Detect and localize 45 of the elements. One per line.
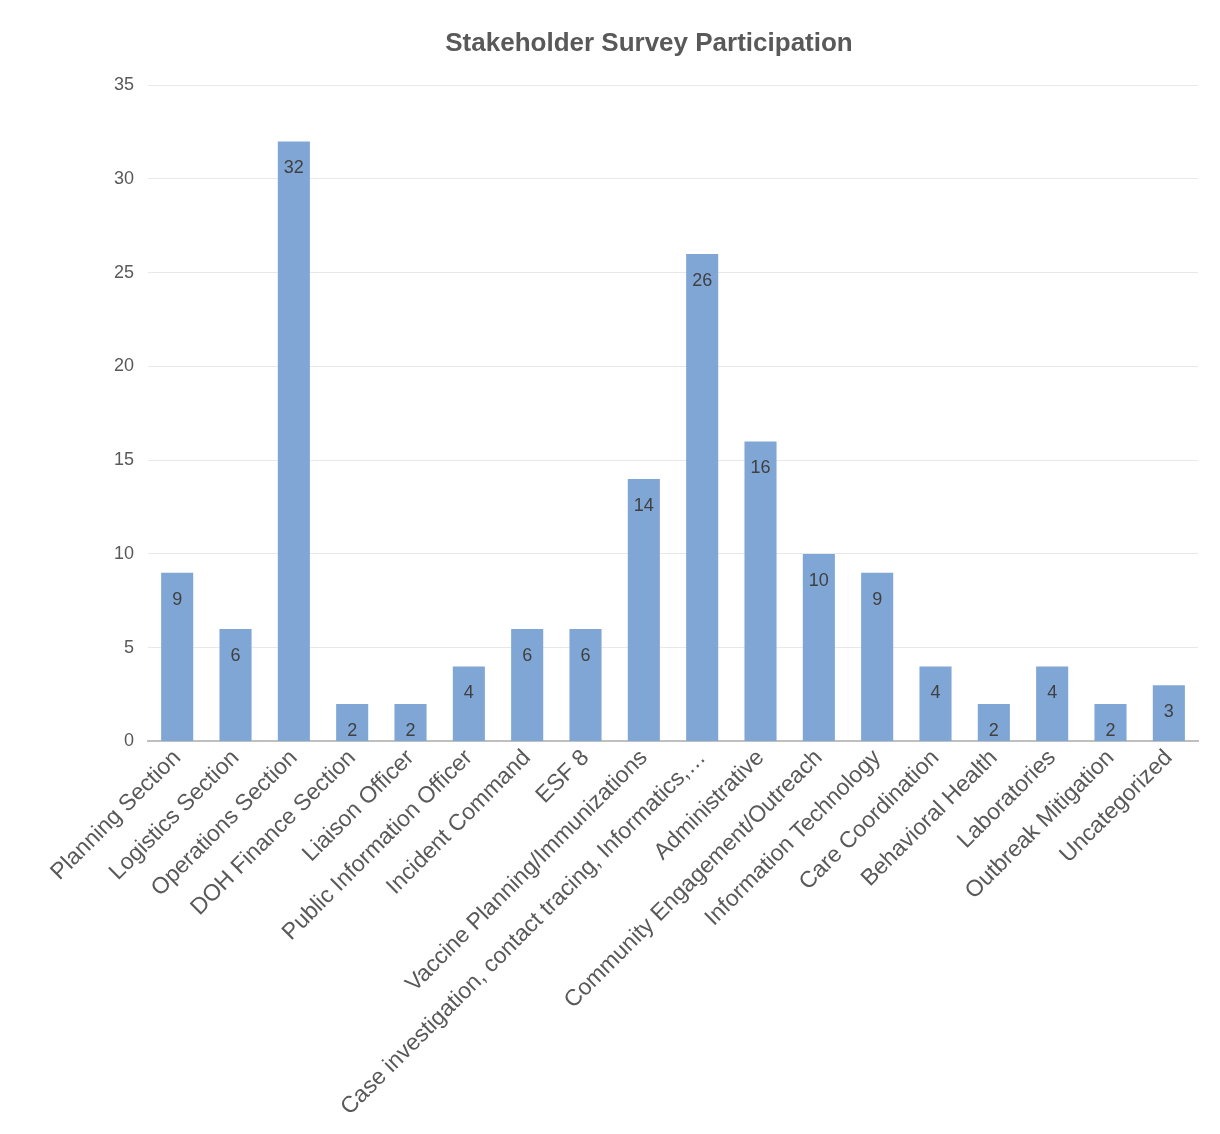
y-tick-label: 35 — [113, 74, 135, 95]
data-label: 2 — [405, 719, 416, 740]
bar — [336, 703, 369, 741]
data-label: 2 — [1105, 719, 1116, 740]
data-label: 6 — [580, 644, 591, 665]
bar — [1094, 703, 1127, 741]
bar — [511, 628, 544, 741]
bar — [161, 572, 194, 741]
data-label: 9 — [172, 588, 183, 609]
bar — [277, 141, 310, 741]
data-label: 9 — [872, 588, 883, 609]
data-label: 6 — [230, 644, 241, 665]
data-label: 4 — [930, 682, 941, 703]
data-label: 26 — [692, 269, 713, 290]
y-tick-label: 25 — [113, 261, 135, 282]
y-tick-label: 10 — [113, 542, 135, 563]
bar — [452, 666, 485, 741]
bar — [861, 572, 894, 741]
data-label: 10 — [808, 569, 829, 590]
bar — [627, 478, 660, 741]
y-tick-label: 5 — [124, 636, 135, 657]
bar — [394, 703, 427, 741]
data-label: 16 — [750, 457, 771, 478]
bar — [802, 553, 835, 741]
data-label: 2 — [347, 719, 358, 740]
y-tick-label: 15 — [113, 449, 135, 470]
data-label: 2 — [988, 719, 999, 740]
y-tick-label: 20 — [113, 355, 135, 376]
bar — [1036, 666, 1069, 741]
y-tick-label: 30 — [113, 167, 135, 188]
data-label: 14 — [633, 494, 654, 515]
bar — [686, 253, 719, 741]
data-label: 3 — [1163, 701, 1174, 722]
y-tick-label: 0 — [124, 730, 135, 751]
bar — [977, 703, 1010, 741]
data-label: 4 — [1047, 682, 1058, 703]
data-label: 6 — [522, 644, 533, 665]
bar — [1152, 685, 1185, 741]
chart-title: Stakeholder Survey Participation — [445, 26, 853, 57]
bar — [219, 628, 252, 741]
bar — [569, 628, 602, 741]
data-label: 4 — [463, 682, 474, 703]
data-label: 32 — [283, 157, 304, 178]
bar — [919, 666, 952, 741]
bar — [744, 441, 777, 741]
